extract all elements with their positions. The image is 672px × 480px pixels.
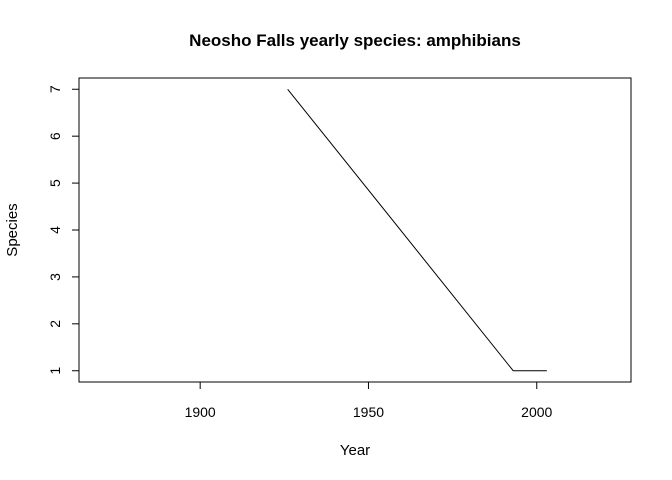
y-tick-label: 6 [47,132,63,140]
y-axis: 1 2 3 4 5 6 7 [47,85,80,375]
y-tick-label: 7 [47,85,63,93]
plot-frame [78,77,632,383]
x-tick-label: 2000 [521,404,552,420]
x-tick-label: 1900 [185,404,216,420]
y-axis-label: Species [4,203,21,256]
y-tick-label: 2 [47,320,63,328]
series-line [287,88,547,372]
y-tick-label: 1 [47,367,63,375]
x-axis-label: Year [340,442,370,459]
y-tick-label: 5 [47,179,63,187]
series-layer [287,88,547,372]
y-tick-label: 4 [47,226,63,234]
chart-title: Neosho Falls yearly species: amphibians [189,31,521,50]
x-tick-label: 1950 [353,404,384,420]
x-axis: 1900 1950 2000 [185,381,553,420]
y-tick-label: 3 [47,273,63,281]
